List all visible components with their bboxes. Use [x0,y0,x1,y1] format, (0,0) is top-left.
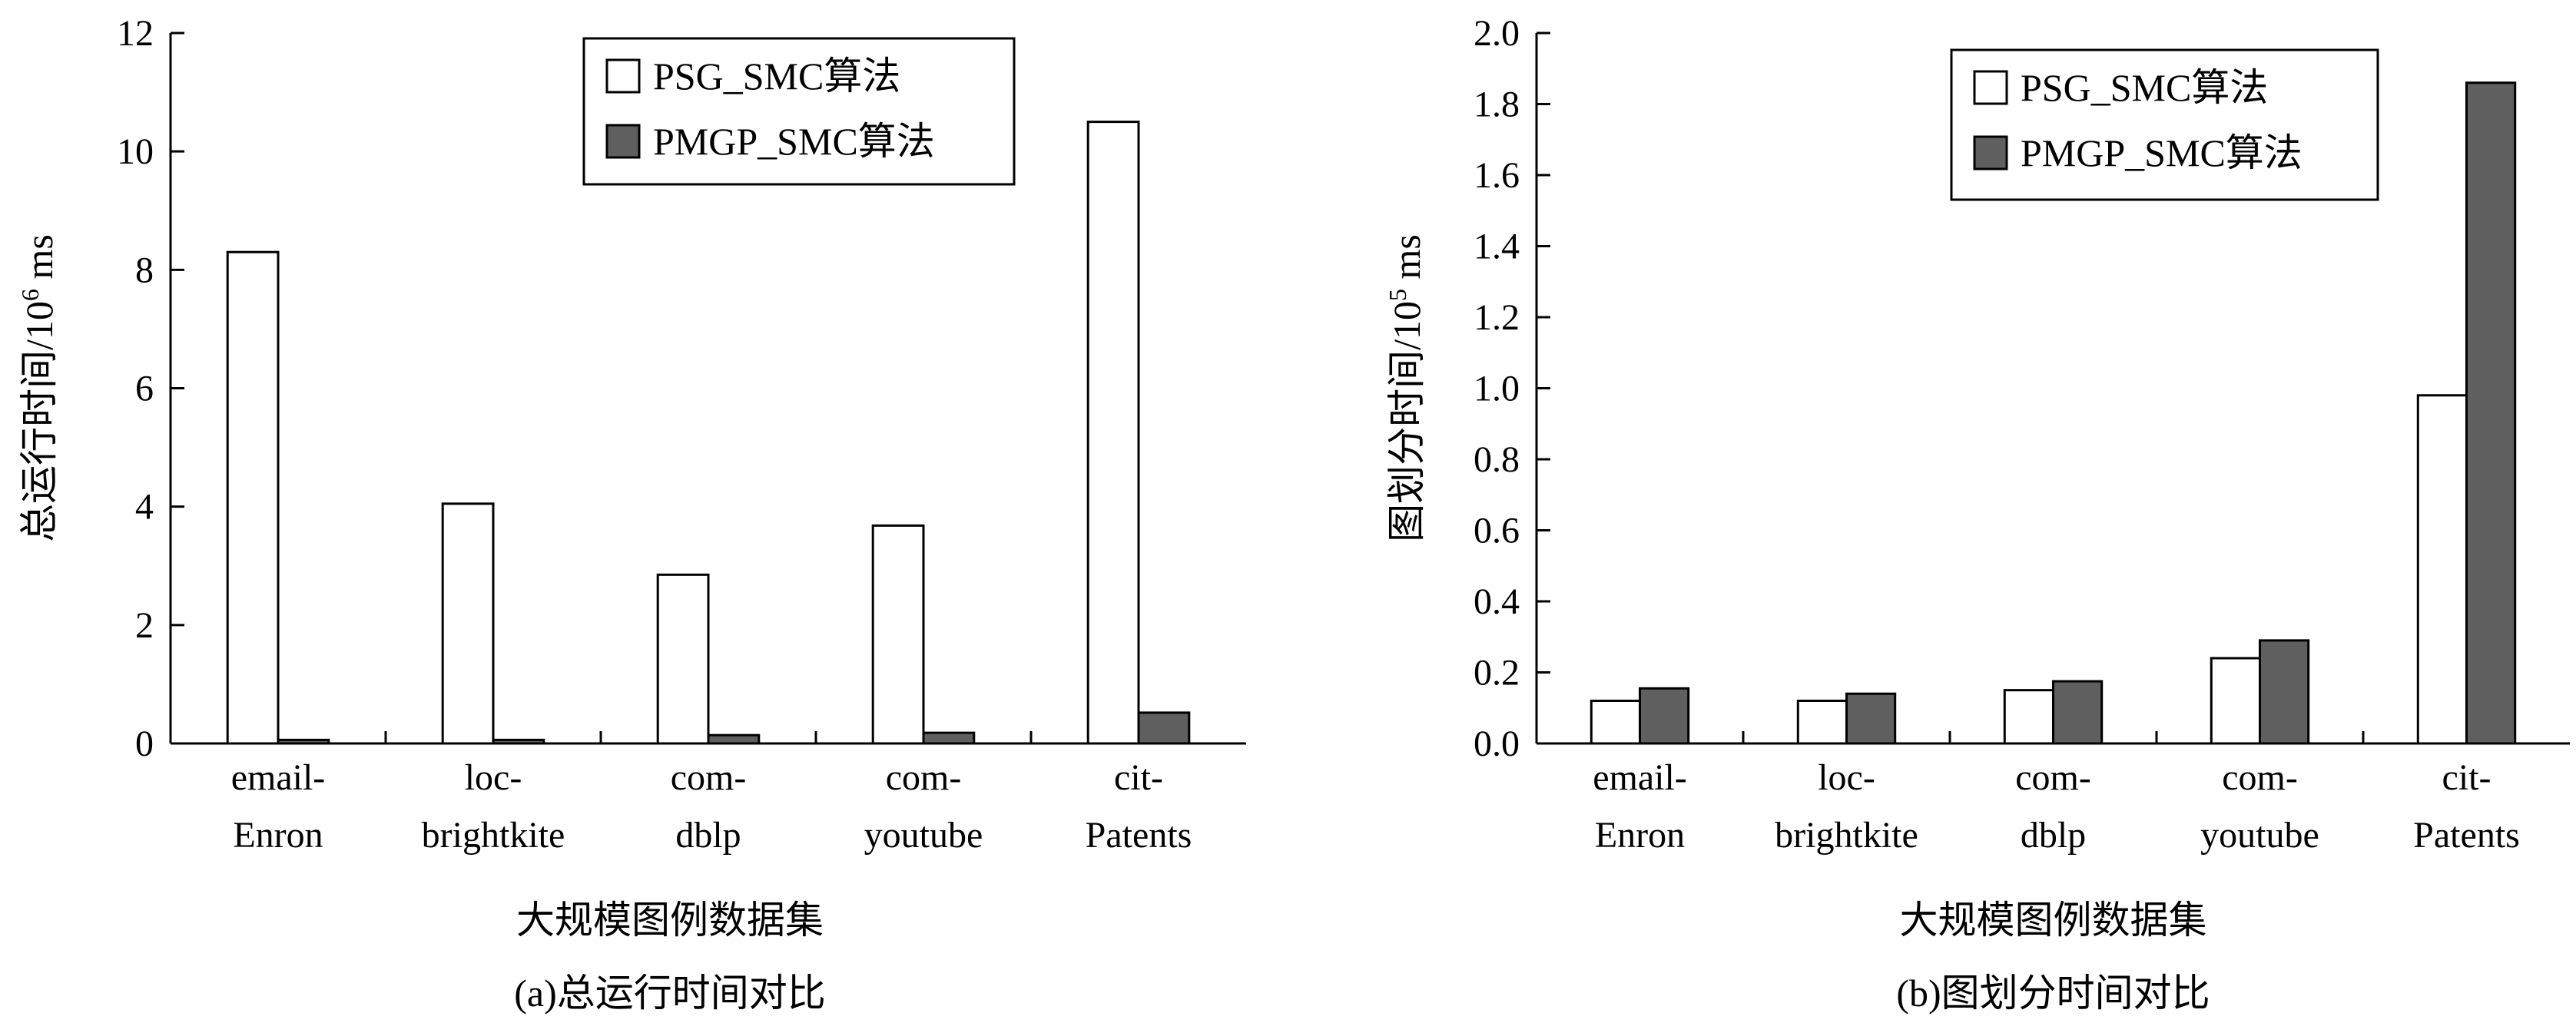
y-tick-label: 12 [117,13,154,54]
subfigure-caption: (b)图划分时间对比 [1896,972,2210,1015]
x-tick-label: youtube [864,815,983,856]
y-tick-label: 10 [117,131,154,172]
x-tick-label: dblp [675,815,741,856]
x-tick-label: youtube [2200,815,2319,856]
bar-psg-3 [871,524,925,745]
y-tick-label: 0.6 [1474,511,1520,551]
x-axis-label: 大规模图例数据集 [1900,899,2207,942]
y-tick-label: 0.4 [1474,581,1520,622]
chart-a: 0 2 4 6 8 10 12 email- Enron loc-brightkite com-db… [16,13,1246,1015]
x-tick-label: cit- [2442,757,2491,798]
bar-psg-1 [1796,700,1848,745]
x-tick-label: Patents [1086,815,1192,856]
bar-pmgp-3 [922,731,976,745]
x-tick-label: loc- [465,757,522,798]
bar-pmgp-3 [2259,639,2310,745]
x-tick-label: brightkite [1775,815,1918,856]
bar-pmgp-4 [1137,711,1191,745]
y-tick-label: 0 [135,723,154,764]
x-tick-label: cit- [1114,757,1163,798]
x-tick-label: Enron [1595,815,1685,856]
y-tick-label: 4 [135,487,154,528]
x-tick-label: com- [671,757,747,798]
legend-box [1950,48,2379,201]
bar-psg-0 [1590,700,1641,745]
y-tick-label: 8 [135,250,154,290]
bar-psg-3 [2210,657,2261,745]
legend-label-pmgp: PMGP_SMC算法 [2021,131,2302,174]
legend: PSG_SMC算法 PMGP_SMC算法 [1950,48,2379,201]
y-tick-label: 1.4 [1474,227,1520,267]
x-tick-label: com- [2015,757,2091,798]
legend-swatch-pmgp [605,124,641,159]
legend-swatch-psg [605,58,641,94]
x-axis-label: 大规模图例数据集 [516,899,824,942]
legend-label-psg: PSG_SMC算法 [2021,66,2268,109]
bar-psg-4 [2416,394,2468,745]
y-tick-label: 2 [135,605,154,646]
legend-box [582,37,1016,186]
x-tick-label: Patents [2413,815,2520,856]
x-tick-label: com- [2222,757,2298,798]
x-tick-label: com- [886,757,962,798]
x-tick-label: email- [231,757,326,798]
y-tick-label: 1.0 [1474,369,1520,409]
bar-pmgp-2 [2052,680,2104,745]
y-axis-label: 图划分时间/105 ms [1384,234,1428,542]
x-tick-label: loc- [1818,757,1875,798]
bar-psg-2 [2003,689,2054,745]
legend: PSG_SMC算法 PMGP_SMC算法 [582,37,1016,186]
bar-pmgp-2 [707,733,761,745]
bar-pmgp-1 [1845,692,1897,745]
bar-psg-1 [441,502,495,745]
bar-psg-4 [1086,121,1140,745]
y-tick-label: 0.8 [1474,439,1520,480]
legend-label-pmgp: PMGP_SMC算法 [653,120,935,163]
y-tick-label: 1.8 [1474,84,1520,125]
bar-psg-0 [226,250,280,745]
y-tick-label: 6 [135,369,154,409]
x-tick-label: email- [1593,757,1687,798]
y-tick-label: 1.6 [1474,155,1520,196]
subfigure-caption: (a)总运行时间对比 [514,972,826,1015]
y-tick-label: 0.0 [1474,723,1520,764]
chart-b: 0.0 0.2 0.4 0.6 0.8 1.0 1.2 1.4 1.6 1.8 2.0 email- E… [1384,13,2570,1015]
x-tick-label: dblp [2021,815,2086,856]
y-axis-label: 总运行时间/106 ms [16,234,61,542]
y-tick-label: 1.2 [1474,297,1520,338]
bar-psg-2 [656,573,710,745]
bar-pmgp-4 [2465,81,2517,745]
y-tick-label: 0.2 [1474,653,1520,694]
legend-label-psg: PSG_SMC算法 [653,55,900,98]
legend-swatch-pmgp [1973,135,2008,170]
x-tick-label: Enron [233,815,323,856]
bar-pmgp-0 [1639,687,1690,745]
legend-swatch-psg [1973,70,2008,105]
y-tick-label: 2.0 [1474,13,1520,54]
x-tick-label: brightkite [422,815,565,856]
